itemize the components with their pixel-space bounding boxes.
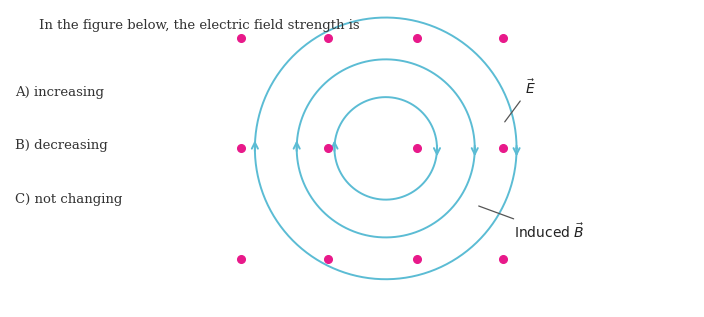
Text: C) not changing: C) not changing — [15, 193, 123, 206]
Text: A) increasing: A) increasing — [15, 86, 104, 99]
Text: $\vec{E}$: $\vec{E}$ — [505, 79, 536, 122]
Text: In the figure below, the electric field strength is: In the figure below, the electric field … — [39, 19, 359, 32]
Text: Induced $\vec{B}$: Induced $\vec{B}$ — [479, 206, 584, 241]
Text: B) decreasing: B) decreasing — [15, 139, 108, 152]
